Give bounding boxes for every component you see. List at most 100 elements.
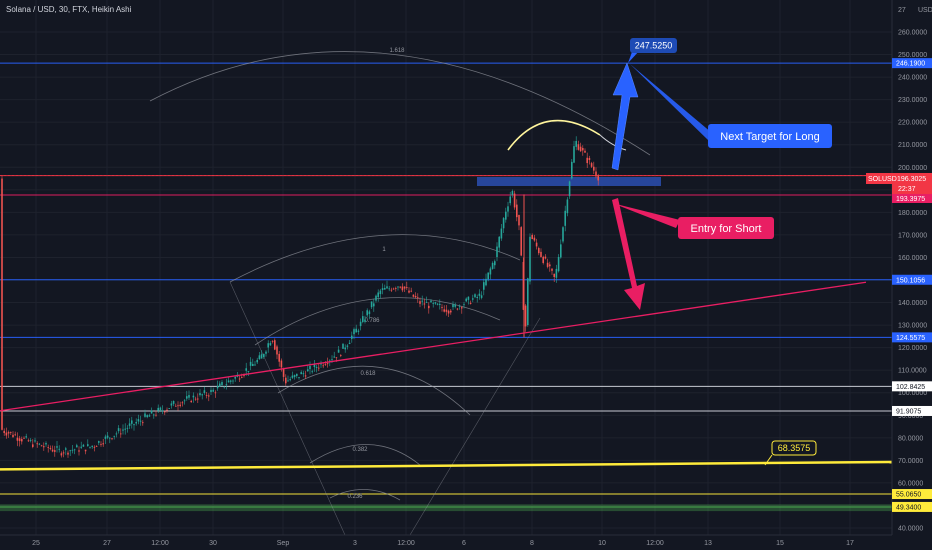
time-axis[interactable]: 25 27 12:00 30 Sep 3 12:00 6 8 10 12:00 13 15 17 — [0, 534, 932, 550]
candle-body — [579, 146, 582, 152]
candle-body — [364, 319, 366, 322]
candle-body — [120, 433, 122, 435]
level-tag[interactable] — [892, 332, 932, 343]
candle-body — [249, 361, 252, 366]
fib-arc[interactable] — [149, 51, 651, 156]
last-price-tag[interactable] — [866, 173, 932, 184]
price-tick: 260.0000 — [898, 30, 927, 37]
candle-body — [124, 428, 126, 430]
candle-body — [232, 380, 234, 382]
candle-body — [106, 435, 109, 438]
candle-body — [254, 364, 256, 366]
level-tag[interactable] — [892, 405, 932, 416]
time-label: 27 — [103, 540, 111, 547]
candle-body — [164, 411, 166, 413]
yellow-trendline[interactable] — [0, 460, 893, 471]
candle-body — [348, 342, 351, 344]
level-tag[interactable] — [892, 489, 932, 500]
candle-body — [540, 251, 542, 257]
candle-body — [370, 301, 373, 308]
candle-body — [562, 227, 564, 242]
level-tag[interactable] — [892, 381, 932, 392]
candle-body — [553, 273, 555, 277]
candle-body — [443, 309, 445, 312]
candle-body — [12, 434, 14, 438]
candle-body — [269, 343, 272, 346]
candle-body — [58, 448, 60, 450]
fib-arc[interactable] — [229, 234, 521, 283]
fib-arc[interactable] — [309, 444, 421, 466]
entry-short-label[interactable]: Entry for Short — [678, 217, 774, 239]
target-arrow-up[interactable] — [611, 62, 639, 171]
level-tag[interactable] — [892, 58, 932, 69]
next-target-label[interactable]: Next Target for Long — [708, 124, 832, 148]
target-price-label[interactable]: 247.5250 — [630, 38, 677, 53]
drawings[interactable]: 247.5250 Next Target for Long Entry for Sh… — [0, 38, 893, 471]
time-axis-bg — [0, 535, 932, 550]
fib-arc[interactable] — [277, 365, 471, 416]
candle-body — [289, 379, 291, 381]
candle-body — [450, 310, 452, 313]
candle-body — [452, 304, 454, 308]
candle-body — [474, 294, 476, 298]
top-arc-tail — [599, 134, 627, 151]
candle-body — [243, 375, 245, 376]
price-tick: 70.0000 — [898, 458, 923, 465]
candle-body — [14, 434, 16, 436]
candle-body — [412, 294, 415, 297]
fibonacci-arcs[interactable]: 1.618 1 0.786 0.618 0.382 0.236 — [149, 48, 651, 536]
chart-title: Solana / USD, 30, FTX, Heikin Ashi — [6, 5, 132, 14]
candle-body — [278, 353, 280, 362]
candle-body — [122, 429, 124, 431]
price-tick: 100.0000 — [898, 390, 927, 397]
price-tick: 220.0000 — [898, 120, 927, 127]
level-tag-text: 124.5575 — [896, 335, 925, 342]
candle-body — [384, 287, 386, 290]
candle-body — [340, 355, 342, 356]
candle-body — [329, 360, 331, 362]
candle-body — [287, 380, 289, 382]
candle-body — [221, 382, 223, 386]
candle-body — [3, 430, 5, 434]
fib-label: 0.786 — [364, 318, 380, 324]
chart-grid — [0, 0, 892, 535]
candle-body — [89, 446, 91, 448]
candle-body — [533, 237, 536, 241]
candle-body — [54, 450, 56, 452]
level-tag[interactable] — [892, 274, 932, 285]
candle-body — [21, 439, 23, 442]
candle-body — [386, 286, 388, 289]
candle-body — [324, 364, 327, 365]
candle-body — [397, 286, 399, 288]
candle-body — [40, 445, 43, 447]
candle-body — [467, 296, 470, 300]
candle-body — [274, 340, 276, 350]
pink-trendline[interactable] — [0, 281, 867, 412]
entry-arrow-down[interactable] — [612, 198, 645, 310]
yellow-value-label[interactable]: 68.3575 — [771, 440, 817, 456]
time-label: 15 — [776, 540, 784, 547]
level-tag-text: 91.9075 — [896, 408, 921, 415]
candle-body — [25, 436, 27, 438]
candle-body — [201, 394, 203, 396]
candle-body — [377, 292, 379, 298]
candle-body — [439, 303, 441, 305]
candle-body — [181, 402, 184, 404]
candle-body — [300, 372, 302, 375]
candle-body — [520, 227, 522, 256]
candle-body — [322, 365, 324, 367]
candle-body — [436, 303, 439, 305]
time-label: 8 — [530, 540, 534, 547]
target-callout-pointer — [628, 50, 640, 63]
time-label: 30 — [209, 540, 217, 547]
candle-body — [381, 288, 384, 291]
candle-body — [573, 146, 575, 163]
candle-body — [117, 428, 120, 432]
candle-body — [95, 446, 98, 447]
fib-arc[interactable] — [329, 489, 401, 501]
level-tag[interactable] — [892, 501, 932, 512]
green-zone — [0, 504, 892, 512]
candle-body — [568, 181, 571, 197]
